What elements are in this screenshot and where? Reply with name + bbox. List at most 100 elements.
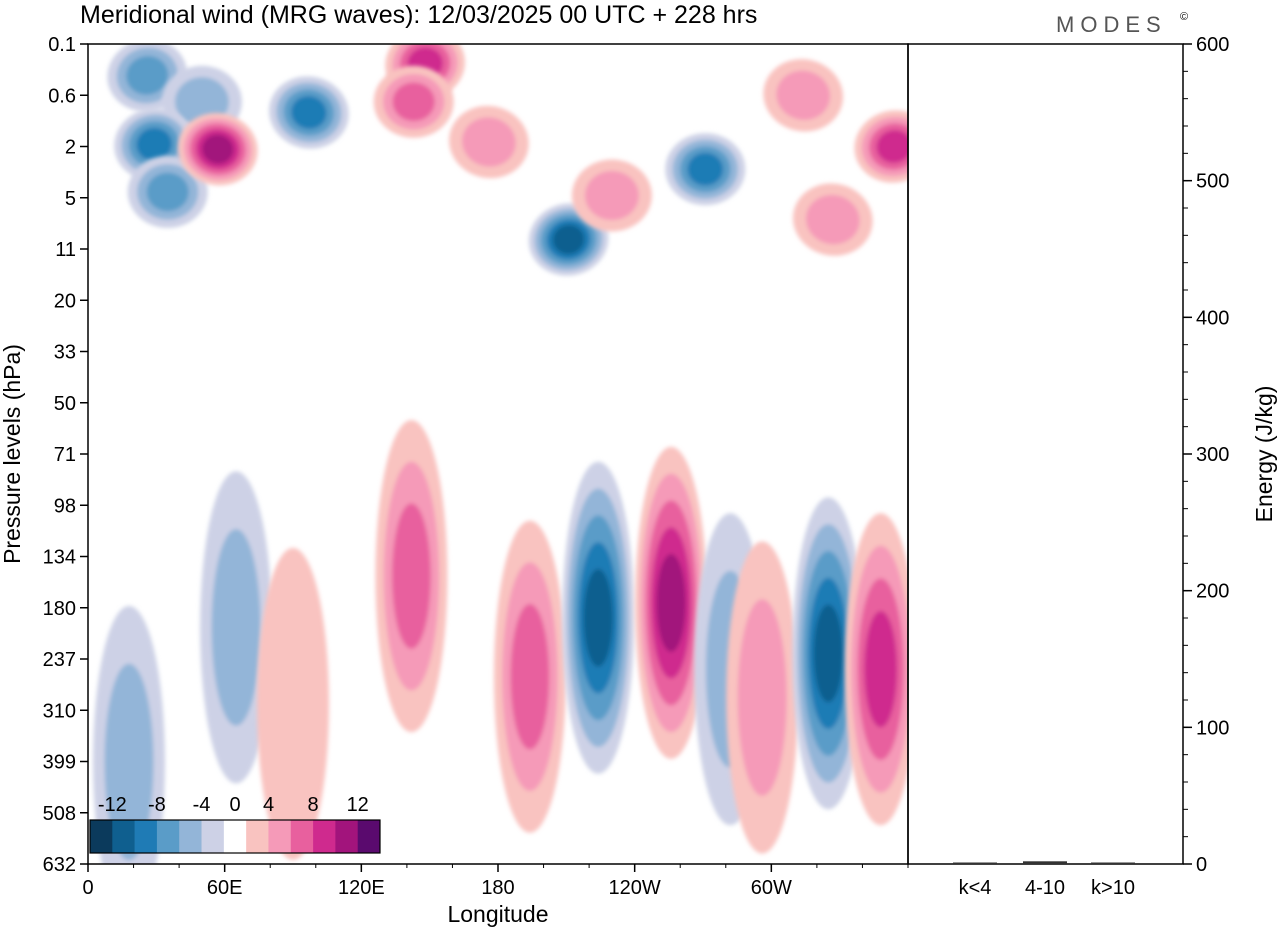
wind-feature <box>571 159 652 232</box>
colorbar-swatch <box>179 820 202 853</box>
y-axis-label: Pressure levels (hPa) <box>0 344 25 564</box>
contour-band <box>392 503 431 649</box>
colorbar-swatch <box>335 820 358 853</box>
y-tick-label: 33 <box>54 342 76 364</box>
wind-feature <box>844 513 908 826</box>
wind-feature <box>562 461 635 774</box>
y-tick-label: 5 <box>65 188 76 210</box>
wind-feature <box>177 113 258 186</box>
wind-feature <box>93 606 165 864</box>
y-tick-label: 310 <box>43 700 76 722</box>
x-tick-label: 180 <box>481 877 514 899</box>
colorbar-swatch <box>223 820 247 853</box>
contour-band <box>805 194 860 245</box>
wind-feature <box>792 497 865 810</box>
colorbar-swatch <box>134 820 158 853</box>
x-tick-label: 0 <box>82 877 93 899</box>
x-axis-label: Longitude <box>447 901 548 927</box>
y-axis: 0.1 0.6 2 5 11 20 33 50 71 98 134 180 237 310 399 508 63… <box>43 34 88 876</box>
contour-band <box>211 529 261 726</box>
energy-bar <box>1091 862 1135 864</box>
energy-bar <box>1023 861 1067 864</box>
wind-feature <box>854 110 908 183</box>
wind-feature <box>127 155 208 228</box>
energy-bar <box>953 862 997 864</box>
colorbar-tick-label: 4 <box>263 794 274 816</box>
wind-feature <box>373 65 454 138</box>
brand-mark: © <box>1180 11 1188 23</box>
contour-band <box>291 96 327 129</box>
y-tick-label: 399 <box>43 752 76 774</box>
y-tick-label: 11 <box>55 239 76 261</box>
contour-band <box>146 172 189 212</box>
wind-feature <box>665 133 746 206</box>
energy-axis-label: Energy (J/kg) <box>1251 386 1277 523</box>
colorbar-swatch <box>90 820 113 853</box>
energy-y-tick-label: 400 <box>1196 307 1229 329</box>
energy-y-tick-label: 200 <box>1196 581 1229 603</box>
contour-band <box>687 152 724 186</box>
energy-y-axis: 0 100 200 300 400 500 600 <box>1183 34 1229 876</box>
colorbar-tick-label: 12 <box>347 794 369 816</box>
x-tick-label: 60E <box>207 877 243 899</box>
energy-category-label: k>10 <box>1091 877 1135 899</box>
energy-category-label: 4-10 <box>1025 877 1065 899</box>
colorbar-swatch <box>201 820 225 853</box>
energy-category-label: k<4 <box>959 877 992 899</box>
energy-panel-frame <box>907 43 1184 865</box>
contour-band <box>104 663 154 861</box>
colorbar-swatch <box>313 820 336 853</box>
energy-y-tick-label: 500 <box>1196 171 1229 193</box>
colorbar-swatch <box>112 820 135 853</box>
contour-band <box>126 56 169 95</box>
contour-band <box>510 604 550 750</box>
contour-band <box>392 82 435 122</box>
colorbar-swatch <box>156 820 180 853</box>
y-tick-label: 134 <box>43 547 76 569</box>
contour-band <box>257 548 329 860</box>
contour-band <box>462 117 516 167</box>
chart-title: Meridional wind (MRG waves): 12/03/2025 … <box>80 1 757 29</box>
colorbar: -12 -8 -4 0 4 8 12 <box>89 794 381 854</box>
wind-feature <box>763 59 844 132</box>
colorbar-tick-label: -4 <box>193 794 211 816</box>
wind-feature <box>375 420 448 733</box>
energy-bars: k<4 4-10 k>10 <box>953 861 1135 899</box>
y-tick-label: 180 <box>43 598 76 620</box>
energy-y-tick-label: 100 <box>1196 717 1229 739</box>
energy-y-tick-label: 300 <box>1196 444 1229 466</box>
wind-feature <box>792 183 873 256</box>
colorbar-tick-label: 8 <box>308 794 319 816</box>
y-tick-label: 632 <box>43 854 76 876</box>
y-tick-label: 71 <box>54 444 76 466</box>
y-tick-label: 0.1 <box>48 34 76 56</box>
y-tick-label: 50 <box>54 393 76 415</box>
colorbar-tick-label: 0 <box>229 794 240 816</box>
contour-band <box>876 130 908 163</box>
wind-feature <box>200 471 273 784</box>
wind-feature <box>269 76 349 149</box>
wind-feature <box>726 541 799 854</box>
contour-band <box>136 127 172 161</box>
wind-feature <box>449 105 529 179</box>
contour-band <box>656 554 686 652</box>
colorbar-swatch <box>357 820 381 853</box>
y-tick-label: 98 <box>54 495 76 517</box>
colorbar-swatch <box>268 820 292 853</box>
x-tick-label: 120E <box>338 877 385 899</box>
wind-contour-field <box>93 44 908 864</box>
energy-y-tick-label: 0 <box>1196 854 1207 876</box>
contour-band <box>737 599 787 796</box>
contour-band <box>864 611 898 728</box>
brand-wordmark: MODES <box>1056 12 1167 37</box>
y-tick-label: 508 <box>43 803 76 825</box>
x-axis: 0 60E 120E 180 120W 60W <box>82 864 909 899</box>
y-tick-label: 20 <box>54 290 76 312</box>
contour-band <box>585 171 639 220</box>
colorbar-swatch <box>290 820 314 853</box>
colorbar-tick-label: -8 <box>148 794 166 816</box>
colorbar-tick-label: -12 <box>98 794 127 816</box>
y-tick-label: 237 <box>43 649 76 671</box>
